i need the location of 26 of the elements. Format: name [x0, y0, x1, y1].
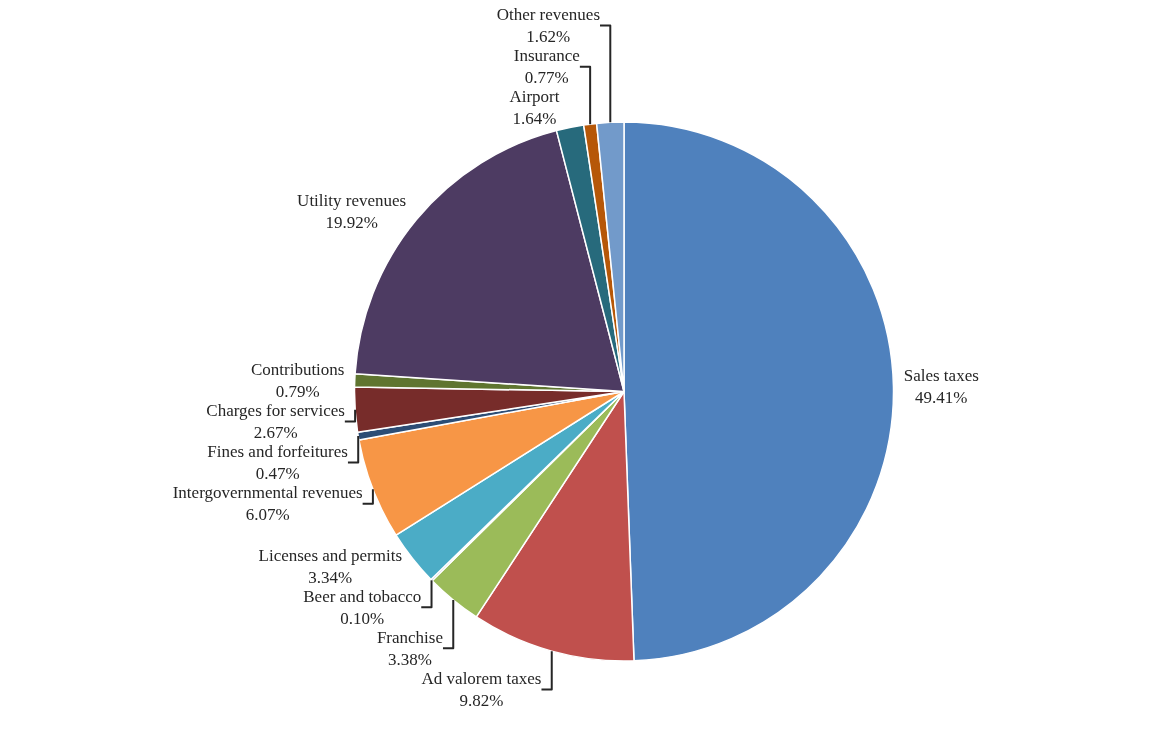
- data-label: 0.79%: [275, 381, 320, 401]
- slice-label: Licenses and permits: [258, 545, 403, 565]
- data-label: 49.41%: [915, 388, 968, 408]
- data-label: 0.47%: [255, 464, 300, 484]
- slice-label: Airport: [509, 87, 560, 107]
- slice-label: Sales taxes: [903, 365, 979, 385]
- data-label: 6.07%: [245, 505, 290, 525]
- data-label: 19.92%: [325, 212, 378, 232]
- slice-label: Other revenues: [496, 4, 601, 24]
- slice-label: Intergovernmental revenues: [172, 483, 363, 503]
- slice-label: Ad valorem taxes: [421, 668, 542, 688]
- slice-label: Insurance: [513, 46, 580, 66]
- data-label: 2.67%: [253, 423, 298, 443]
- slice-label: Beer and tobacco: [303, 586, 422, 606]
- slice-label: Utility revenues: [297, 190, 407, 210]
- data-label: 3.38%: [387, 649, 432, 669]
- slice-label: Fines and forfeitures: [207, 442, 348, 462]
- data-label: 9.82%: [459, 691, 504, 710]
- slice-label: Contributions: [250, 359, 345, 379]
- data-label: 3.34%: [308, 567, 353, 587]
- data-label: 0.77%: [524, 68, 569, 88]
- data-label: 0.10%: [340, 608, 385, 628]
- slice-label: Franchise: [376, 627, 443, 647]
- slice-label: Charges for services: [206, 400, 345, 420]
- data-label: 1.62%: [526, 27, 571, 47]
- data-label: 1.64%: [512, 109, 557, 129]
